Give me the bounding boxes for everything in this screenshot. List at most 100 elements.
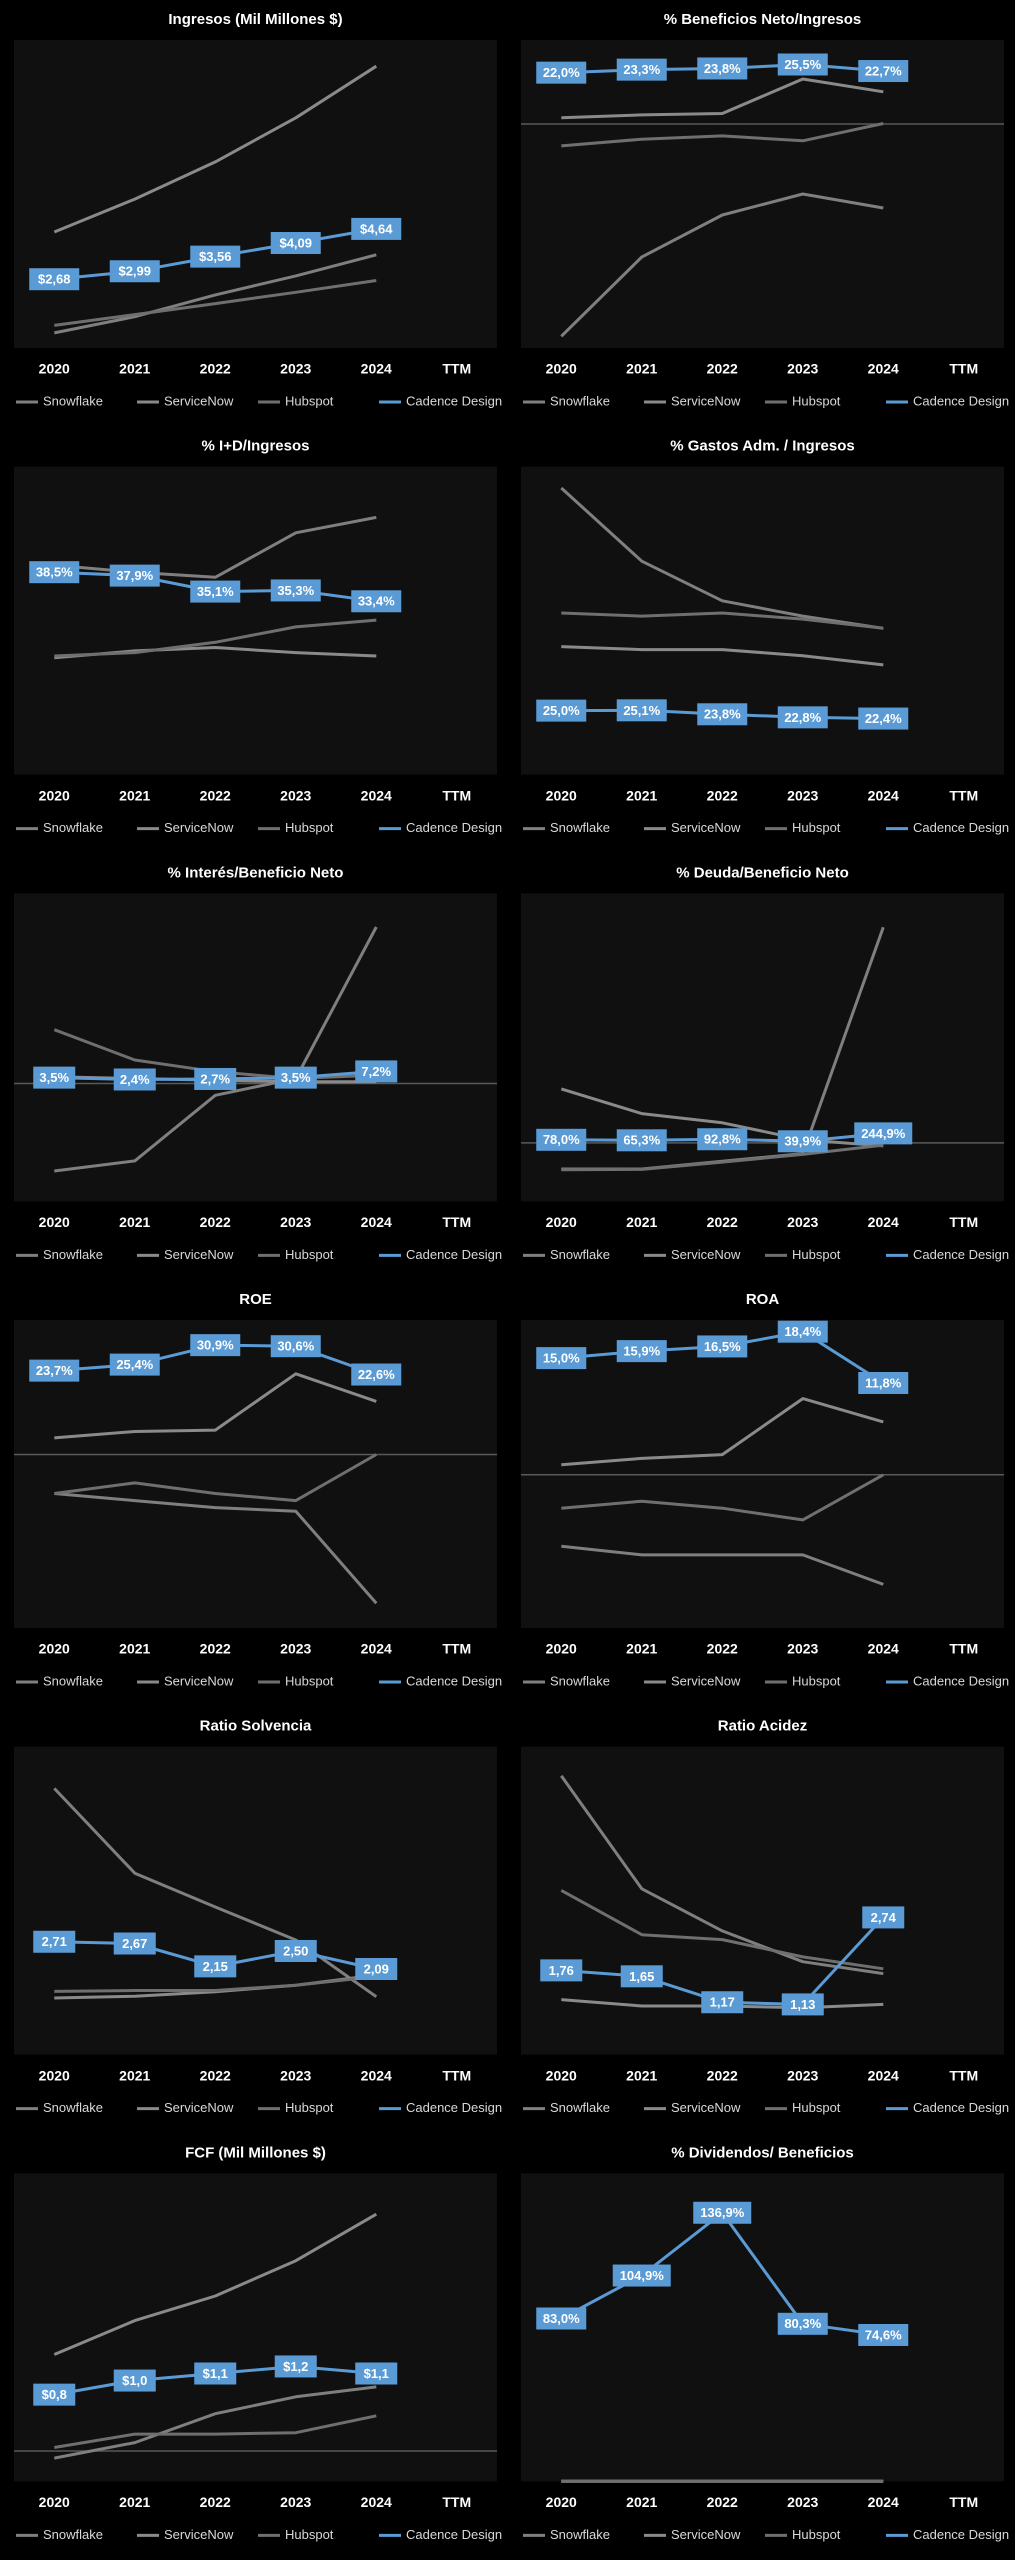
plot-area — [521, 893, 1004, 1202]
x-tick-label: 2021 — [119, 787, 150, 803]
chart: ROE 2020 2021 2022 2023 2024 TTM Snowflake Servi… — [14, 1291, 502, 1688]
x-tick-label: 2024 — [361, 1641, 392, 1657]
series-line — [54, 618, 377, 658]
legend-label: ServiceNow — [671, 820, 741, 835]
value-label: 11,8% — [865, 1375, 902, 1390]
value-label: 2,67 — [122, 1936, 147, 1951]
chart: % Deuda/Beneficio Neto 2020 2021 2022 2023 20… — [521, 864, 1009, 1262]
value-label: 2,09 — [364, 1961, 389, 1976]
value-label: $2,68 — [38, 272, 71, 287]
series-line — [54, 2414, 377, 2449]
chart: Ratio Solvencia 2020 2021 2022 2023 2024 TTM Sn… — [14, 1718, 502, 2115]
value-label-box — [536, 1347, 587, 1370]
x-tick-label: 2022 — [707, 787, 738, 803]
value-label: 65,3% — [623, 1133, 660, 1148]
series-line — [560, 486, 884, 630]
chart-title: % Interés/Beneficio Neto — [168, 864, 344, 881]
x-tick-label: 2023 — [280, 2494, 311, 2510]
plot-area — [521, 40, 1004, 348]
value-label-box — [858, 1372, 909, 1394]
x-tick-label: TTM — [442, 1641, 471, 1657]
x-tick-label: 2022 — [200, 361, 231, 377]
legend-label: Snowflake — [43, 2100, 103, 2115]
legend-label: Hubspot — [285, 2527, 334, 2542]
value-label-box — [536, 1128, 587, 1151]
value-label-box — [697, 1335, 748, 1358]
x-tick-label: 2021 — [626, 2067, 657, 2083]
value-label-box — [616, 1129, 667, 1152]
value-label-box — [190, 1334, 241, 1357]
legend-label: Snowflake — [43, 1673, 103, 1688]
value-label: $1,1 — [364, 2366, 389, 2381]
x-tick-label: 2021 — [119, 1214, 150, 1230]
x-tick-label: 2021 — [119, 1641, 150, 1657]
value-label-box — [777, 1320, 828, 1343]
x-tick-label: 2024 — [361, 361, 392, 377]
value-label-box — [274, 2355, 317, 2378]
value-label: 104,9% — [620, 2268, 665, 2283]
value-label: 80,3% — [784, 2316, 821, 2331]
value-label: 15,9% — [623, 1344, 660, 1359]
value-label-box — [355, 2362, 398, 2385]
chart-title: Ratio Acidez — [718, 1718, 807, 1735]
x-tick-label: 2023 — [280, 1214, 311, 1230]
chart: % Interés/Beneficio Neto 2020 2021 2022 2023… — [14, 864, 502, 1262]
legend-label: Cadence Design — [913, 2527, 1009, 2542]
x-tick-label: 2021 — [119, 2067, 150, 2083]
value-label-box — [351, 217, 402, 240]
legend-label: Hubspot — [792, 2527, 841, 2542]
x-tick-label: 2022 — [200, 1214, 231, 1230]
plot-area — [14, 40, 497, 348]
value-label: 2,71 — [42, 1934, 67, 1949]
plot-area — [14, 1320, 497, 1628]
legend-label: Snowflake — [43, 393, 103, 408]
value-label: 2,74 — [871, 1910, 897, 1925]
value-label-box — [113, 2369, 156, 2392]
chart: ROA 2020 2021 2022 2023 2024 TTM Snowflake Servi… — [521, 1291, 1009, 1688]
value-label-box — [777, 1130, 828, 1153]
legend-label: Snowflake — [43, 1247, 103, 1262]
value-label-box — [616, 1340, 667, 1363]
value-label: 3,5% — [39, 1070, 69, 1085]
value-label: 35,3% — [277, 583, 314, 598]
series-line — [54, 1453, 378, 1503]
legend-label: Cadence Design — [406, 393, 502, 408]
value-label-box — [270, 1335, 321, 1358]
value-label: $3,56 — [199, 249, 232, 264]
value-label: 1,17 — [710, 1995, 735, 2010]
legend-label: Hubspot — [285, 820, 334, 835]
value-label-box — [109, 260, 160, 283]
value-label-box — [616, 58, 667, 81]
x-tick-label: 2021 — [119, 361, 150, 377]
value-label: 1,65 — [629, 1969, 654, 1984]
x-tick-label: TTM — [442, 2067, 471, 2083]
value-label: $2,99 — [118, 264, 151, 279]
chart: FCF (Mil Millones $) 2020 2021 2022 2023 2024… — [14, 2144, 502, 2542]
plot-area — [14, 2173, 497, 2482]
legend-label: Cadence Design — [913, 393, 1009, 408]
value-label-box — [33, 1930, 76, 1953]
x-tick-label: 2023 — [787, 1214, 818, 1230]
value-label: 15,0% — [543, 1351, 580, 1366]
value-label: 2,4% — [120, 1072, 150, 1087]
value-label-box — [777, 2312, 828, 2335]
series-line — [561, 1473, 885, 1522]
value-label: 37,9% — [116, 568, 153, 583]
value-label-box — [113, 1932, 156, 1955]
x-tick-label: TTM — [442, 361, 471, 377]
x-tick-label: 2022 — [707, 2494, 738, 2510]
plot-area — [521, 1320, 1004, 1628]
value-label-box — [620, 1965, 663, 1988]
x-tick-label: 2023 — [280, 361, 311, 377]
value-label-box — [194, 1067, 237, 1090]
value-label: 22,4% — [865, 711, 902, 726]
series-line — [560, 1774, 884, 1976]
legend-label: Hubspot — [285, 2100, 334, 2115]
chart: % Beneficios Neto/Ingresos 2020 2021 2022 20… — [521, 11, 1009, 408]
value-label: 23,8% — [704, 61, 741, 76]
value-label-box — [109, 564, 160, 587]
chart: Ingresos (Mil Millones $) 2020 2021 2022 202… — [14, 11, 502, 408]
legend-label: Snowflake — [43, 820, 103, 835]
series-line — [54, 253, 377, 335]
x-tick-label: 2021 — [626, 361, 657, 377]
